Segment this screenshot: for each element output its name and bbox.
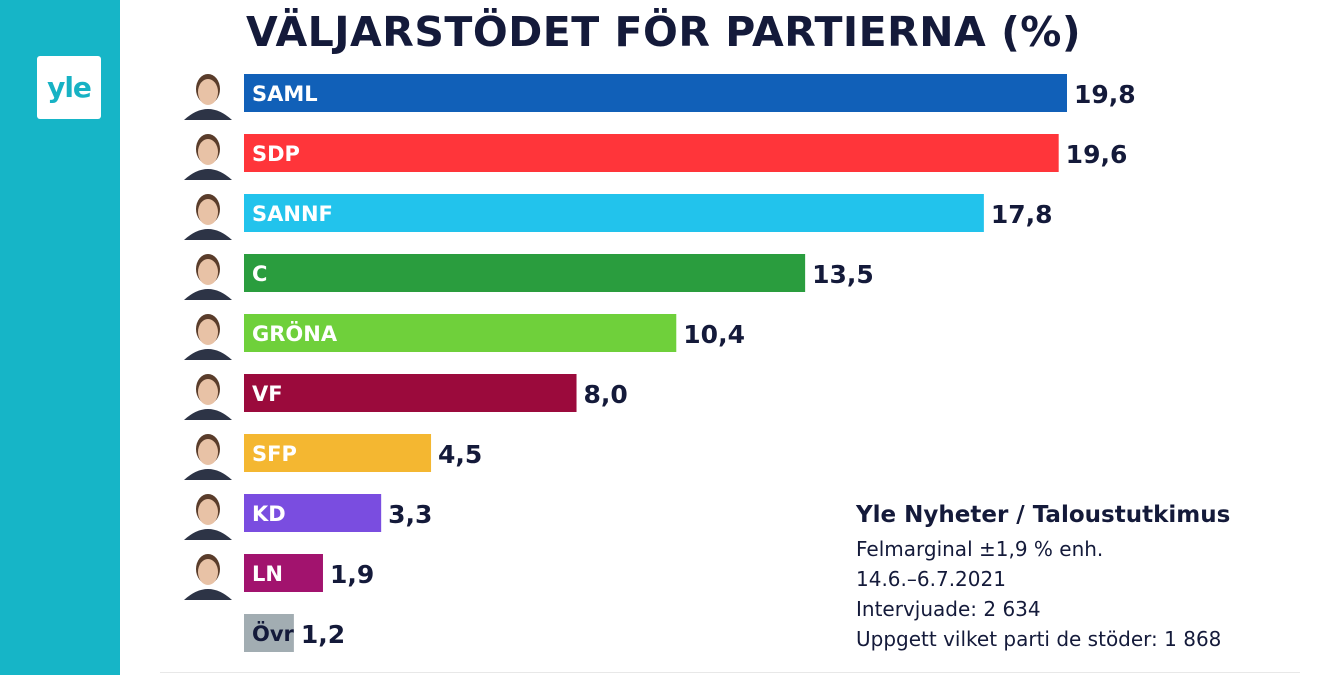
bar-ovr	[244, 614, 294, 652]
value-label-sdp: 19,6	[1066, 140, 1128, 169]
source-box: Yle Nyheter / Taloustutkimus Felmarginal…	[856, 502, 1230, 654]
bottom-divider	[160, 672, 1300, 673]
portrait-kd	[184, 494, 232, 540]
bar-label-c: C	[252, 262, 267, 286]
brand-sidebar: yle	[0, 0, 120, 675]
bar-ln	[244, 554, 323, 592]
value-label-grona: 10,4	[683, 320, 745, 349]
bar-grona	[244, 314, 677, 352]
bar-sfp	[244, 434, 432, 472]
source-party-stated: Uppgett vilket parti de stöder: 1 868	[856, 627, 1222, 651]
portrait-sdp	[184, 134, 232, 180]
portrait-ln	[184, 554, 232, 600]
bar-sdp	[244, 134, 1059, 172]
yle-logo: yle	[37, 56, 101, 119]
source-period: 14.6.–6.7.2021	[856, 567, 1006, 591]
bar-label-sdp: SDP	[252, 142, 300, 166]
bar-label-sfp: SFP	[252, 442, 297, 466]
value-label-ovr: 1,2	[301, 620, 345, 649]
portrait-sannf	[184, 194, 232, 240]
value-label-ln: 1,9	[330, 560, 374, 589]
bar-c	[244, 254, 806, 292]
source-title: Yle Nyheter / Taloustutkimus	[856, 502, 1231, 528]
value-label-saml: 19,8	[1074, 80, 1136, 109]
portrait-saml	[184, 74, 232, 120]
portrait-vf	[184, 374, 232, 420]
bar-label-grona: GRÖNA	[252, 321, 338, 346]
value-label-sannf: 17,8	[991, 200, 1053, 229]
bar-kd	[244, 494, 382, 532]
bar-label-ovr: Övr	[252, 621, 295, 646]
bar-label-sannf: SANNF	[252, 202, 333, 226]
bar-saml	[244, 74, 1067, 112]
bar-label-kd: KD	[252, 502, 286, 526]
bar-label-vf: VF	[252, 382, 283, 406]
portrait-sfp	[184, 434, 232, 480]
portrait-grona	[184, 314, 232, 360]
portrait-c	[184, 254, 232, 300]
chart-title: VÄLJARSTÖDET FÖR PARTIERNA (%)	[246, 8, 1082, 56]
bar-label-saml: SAML	[252, 82, 318, 106]
bar-label-ln: LN	[252, 562, 283, 586]
value-label-kd: 3,3	[388, 500, 432, 529]
value-label-c: 13,5	[812, 260, 874, 289]
source-margin-of-error: Felmarginal ±1,9 % enh.	[856, 537, 1104, 561]
value-label-vf: 8,0	[584, 380, 628, 409]
bar-sannf	[244, 194, 984, 232]
bar-vf	[244, 374, 577, 412]
value-label-sfp: 4,5	[438, 440, 482, 469]
source-interviewed: Intervjuade: 2 634	[856, 597, 1041, 621]
